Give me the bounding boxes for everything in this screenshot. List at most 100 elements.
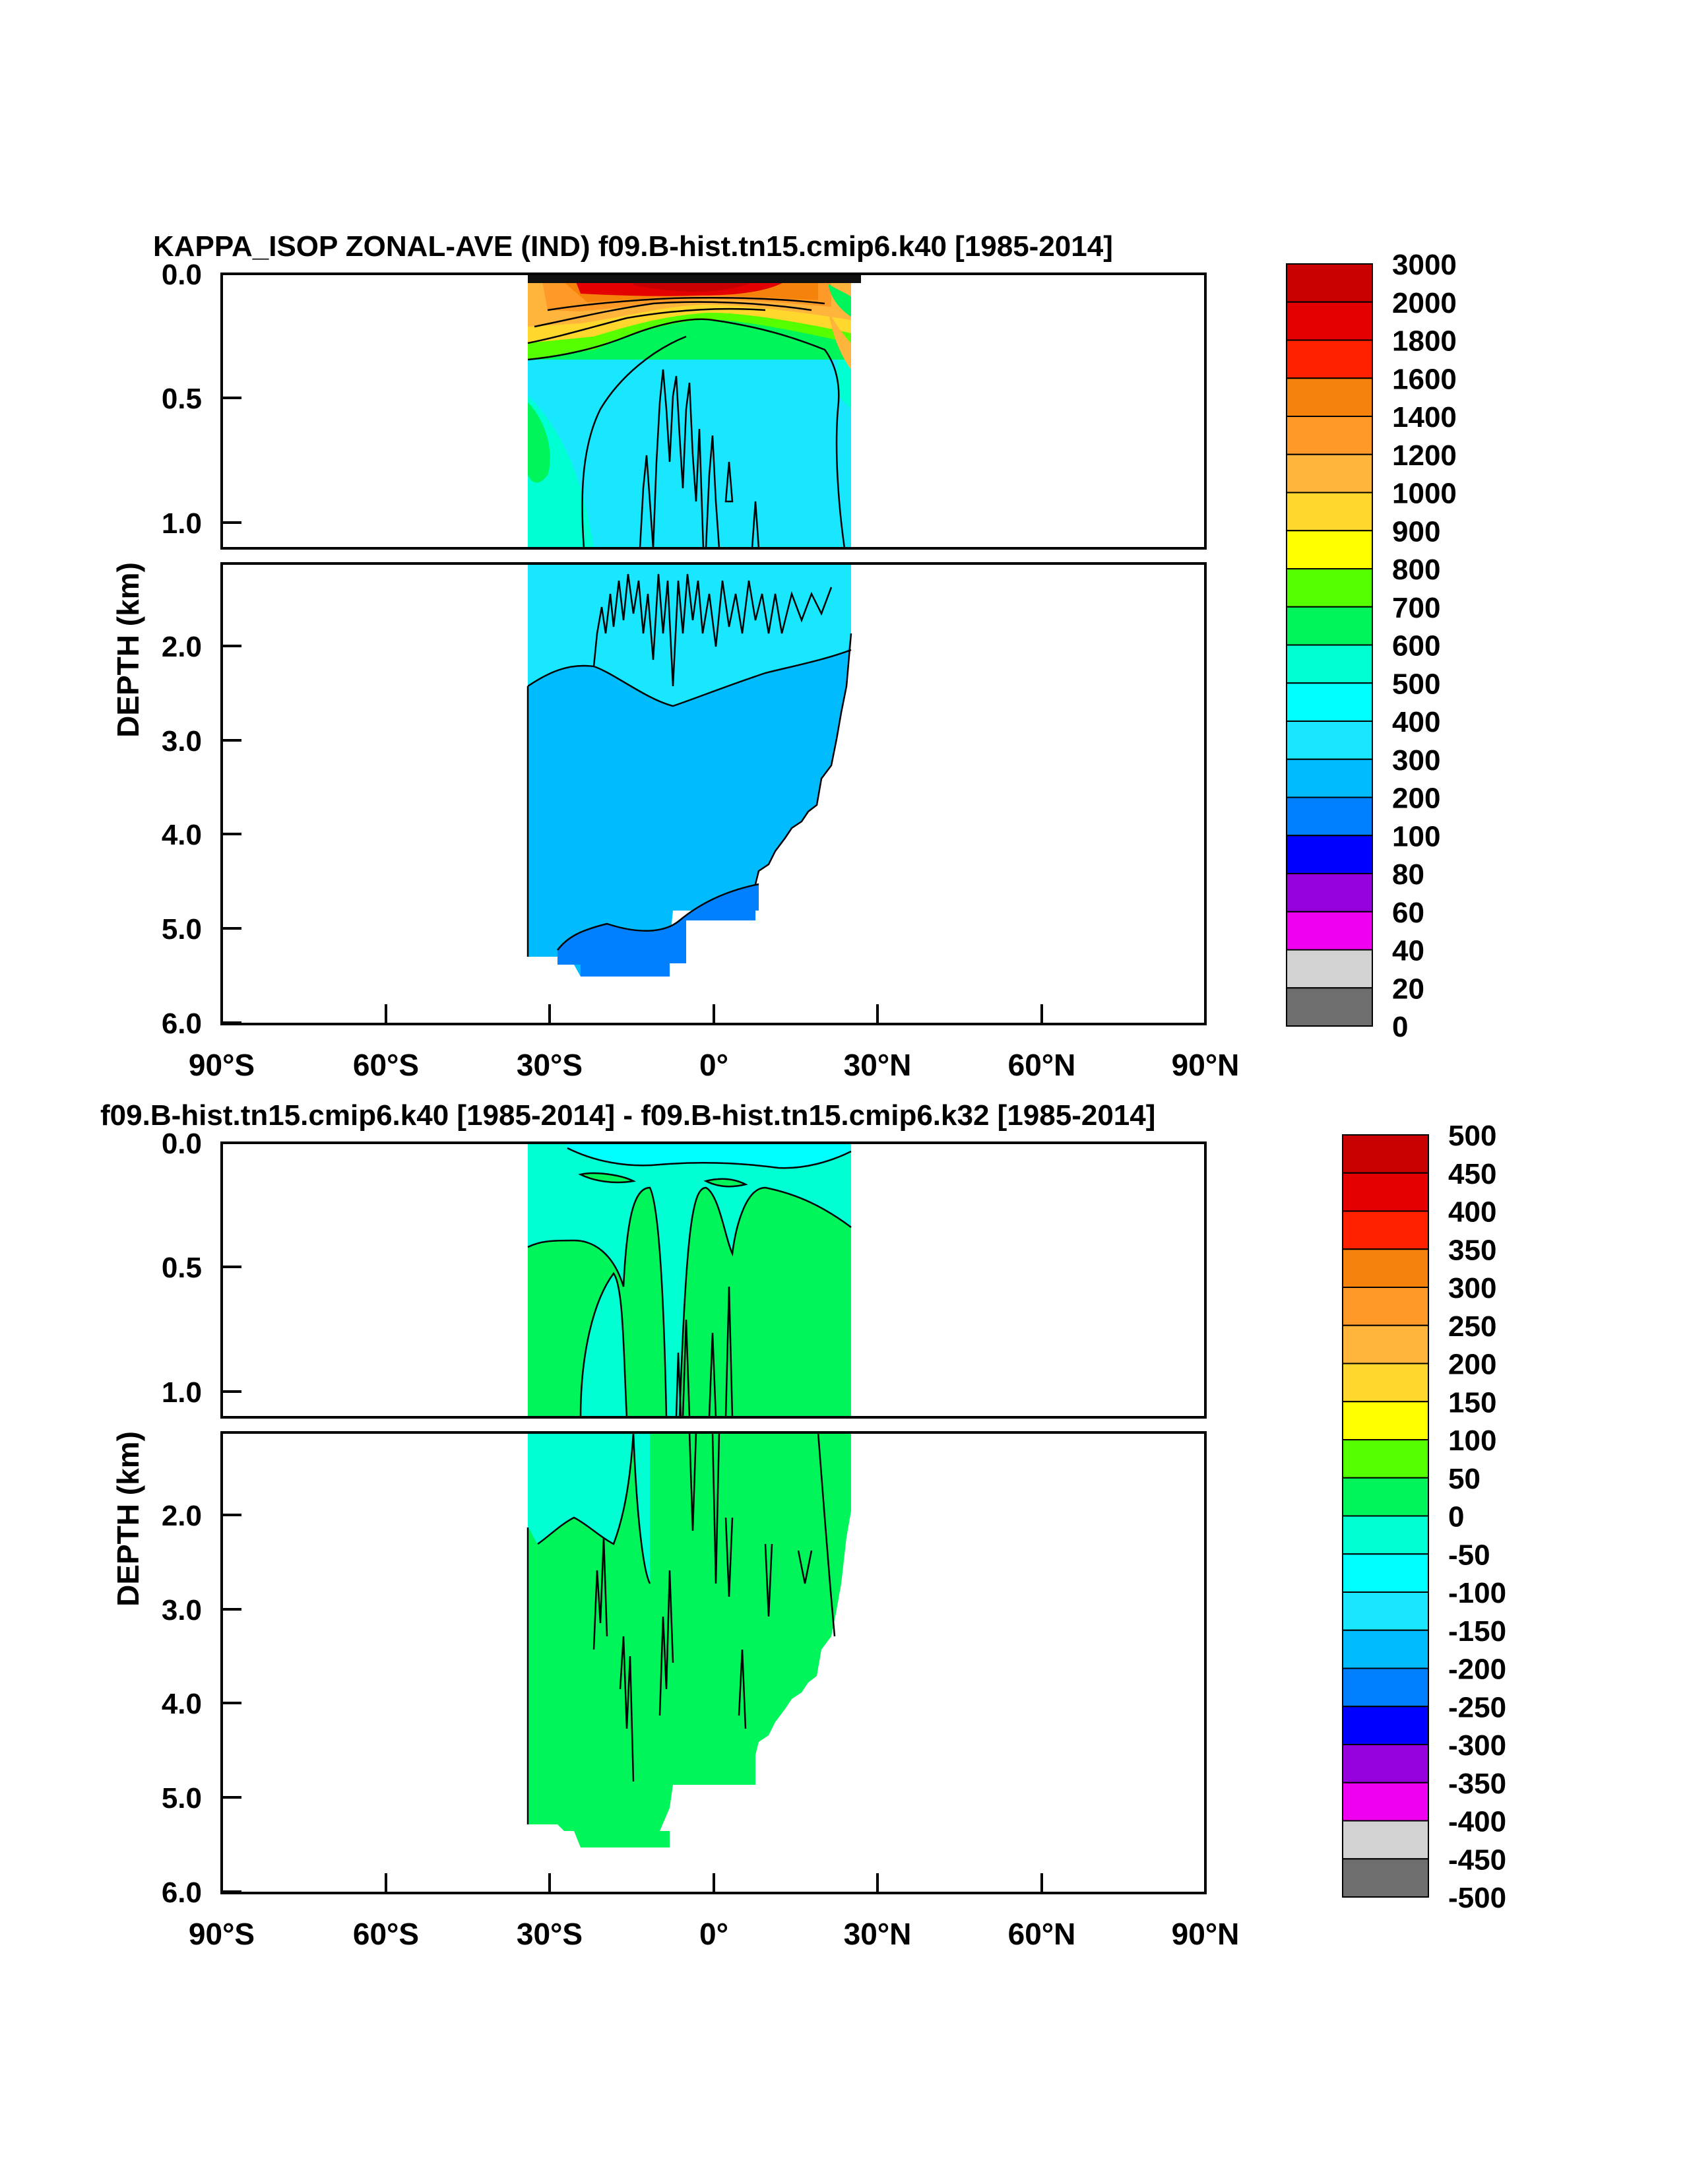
colorbar-swatch bbox=[1342, 1172, 1429, 1212]
colorbar-swatch bbox=[1286, 911, 1373, 951]
x-tick-label: 30°S bbox=[517, 1917, 583, 1951]
colorbar-swatch bbox=[1342, 1591, 1429, 1631]
colorbar-swatch bbox=[1342, 1324, 1429, 1365]
plot-1-kappa-isop: KAPPA_ISOP ZONAL-AVE (IND) f09.B-hist.tn… bbox=[111, 230, 1457, 1082]
colorbar-level-label: 1400 bbox=[1392, 401, 1457, 434]
colorbar-swatch bbox=[1342, 1744, 1429, 1783]
colorbar-swatch bbox=[1342, 1401, 1429, 1440]
colorbar-level-label: 300 bbox=[1392, 744, 1440, 777]
region-negative-west bbox=[528, 1432, 633, 1544]
region-negative-channel bbox=[633, 1432, 650, 1584]
colorbar-level-label: 0 bbox=[1392, 1011, 1408, 1043]
region-west-edge bbox=[528, 402, 550, 483]
colorbar-level-label: -400 bbox=[1448, 1806, 1506, 1838]
x-tick-label: 60°N bbox=[1008, 1048, 1076, 1082]
colorbar-level-label: 2000 bbox=[1392, 287, 1457, 319]
contour-spikes bbox=[652, 369, 705, 548]
x-tick-label: 0° bbox=[699, 1048, 728, 1082]
colorbar-level-label: -100 bbox=[1448, 1577, 1506, 1609]
contour-spikes bbox=[639, 435, 760, 548]
colorbar-swatch bbox=[1286, 263, 1373, 303]
contour-line bbox=[579, 1271, 628, 1417]
colorbar-swatch bbox=[1342, 1782, 1429, 1822]
colorbar-swatch bbox=[1286, 758, 1373, 798]
region-east-surface-green bbox=[828, 284, 851, 317]
colorbar-swatch bbox=[1286, 339, 1373, 379]
colorbar-level-label: -500 bbox=[1448, 1882, 1506, 1914]
colorbar-swatch bbox=[1286, 949, 1373, 989]
x-tick-label: 60°N bbox=[1008, 1917, 1076, 1951]
plot-1-upper-frame bbox=[220, 273, 1207, 550]
x-tick-label: 90°S bbox=[189, 1048, 255, 1082]
colorbar-level-label: 1800 bbox=[1392, 325, 1457, 358]
plot-1-lower-contours bbox=[526, 563, 852, 977]
contour-line bbox=[567, 1147, 852, 1169]
colorbar-swatch bbox=[1286, 416, 1373, 455]
plot-2-upper-contours bbox=[527, 1143, 852, 1417]
colorbar-swatch bbox=[1342, 1134, 1429, 1174]
plot-2-y-ticks bbox=[222, 1141, 241, 1893]
x-tick-label: 90°S bbox=[189, 1917, 255, 1951]
x-tick-label: 0° bbox=[699, 1917, 728, 1951]
colorbar-swatch bbox=[1286, 453, 1373, 494]
x-tick-label: 90°N bbox=[1172, 1917, 1240, 1951]
contour-line bbox=[581, 335, 687, 548]
contour-spikes bbox=[592, 1432, 836, 1782]
colorbar-swatch bbox=[1286, 377, 1373, 417]
colorbar-swatch bbox=[1342, 1553, 1429, 1593]
contour-line bbox=[527, 649, 852, 707]
region-negative-surface-strong bbox=[567, 1143, 851, 1169]
colorbar-level-label: 0 bbox=[1448, 1501, 1464, 1533]
colorbar-swatch bbox=[1286, 721, 1373, 760]
colorbar-swatch bbox=[1342, 1706, 1429, 1745]
contour-spikes bbox=[675, 1286, 734, 1417]
plot-2-y-tick-labels: 0.0 0.5 1.0 2.0 3.0 4.0 5.0 6.0 bbox=[162, 1128, 202, 1909]
colorbar-swatch bbox=[1342, 1248, 1429, 1288]
colorbar-level-label: 450 bbox=[1448, 1158, 1496, 1190]
colorbar-swatch bbox=[1286, 835, 1373, 874]
colorbar-level-label: 500 bbox=[1392, 668, 1440, 700]
plot-1-colorbar: 3000200018001600140012001000900800700600… bbox=[1286, 249, 1457, 1043]
colorbar-swatch bbox=[1342, 1820, 1429, 1860]
colorbar-swatch bbox=[1286, 568, 1373, 608]
colorbar-swatch bbox=[1286, 606, 1373, 646]
colorbar-level-label: 50 bbox=[1448, 1463, 1481, 1495]
x-tick-label: 60°S bbox=[353, 1917, 419, 1951]
y-tick-label: 1.0 bbox=[162, 1376, 202, 1409]
colorbar-level-label: -150 bbox=[1448, 1615, 1506, 1648]
region-surface-band-8 bbox=[633, 280, 759, 292]
plot-2-title: f09.B-hist.tn15.cmip6.k40 [1985-2014] - … bbox=[100, 1099, 1155, 1132]
contour-line bbox=[578, 1172, 748, 1188]
y-tick-label: 5.0 bbox=[162, 913, 202, 946]
colorbar-level-label: 500 bbox=[1448, 1120, 1496, 1152]
plot-1-y-tick-labels: 0.0 0.5 1.0 2.0 3.0 4.0 5.0 6.0 bbox=[162, 259, 202, 1040]
colorbar-level-label: 1000 bbox=[1392, 478, 1457, 510]
colorbar-swatch bbox=[1286, 796, 1373, 837]
plot-1-upper-contours bbox=[527, 274, 861, 548]
plot-1-x-ticks bbox=[385, 1004, 1043, 1024]
colorbar-level-label: 300 bbox=[1448, 1272, 1496, 1304]
y-tick-label: 6.0 bbox=[162, 1008, 202, 1040]
contour-line bbox=[537, 1432, 651, 1584]
plot-1-y-axis-label: DEPTH (km) bbox=[111, 562, 145, 738]
region-surface-black bbox=[528, 274, 861, 283]
plot-2-upper-frame bbox=[220, 1141, 1207, 1419]
y-tick-label: 5.0 bbox=[162, 1782, 202, 1815]
colorbar-level-label: 1600 bbox=[1392, 363, 1457, 395]
x-tick-label: 60°S bbox=[353, 1048, 419, 1082]
plot-2-x-ticks bbox=[385, 1873, 1043, 1893]
colorbar-level-label: 400 bbox=[1392, 706, 1440, 738]
colorbar-level-label: 1200 bbox=[1392, 439, 1457, 472]
colorbar-level-label: 100 bbox=[1392, 820, 1440, 852]
x-tick-label: 90°N bbox=[1172, 1048, 1240, 1082]
colorbar-swatch bbox=[1286, 492, 1373, 532]
colorbar-level-label: 100 bbox=[1448, 1425, 1496, 1457]
colorbar-level-label: 20 bbox=[1392, 973, 1424, 1005]
colorbar-level-label: -300 bbox=[1448, 1729, 1506, 1762]
plot-2-x-tick-labels: 90°S 60°S 30°S 0° 30°N 60°N 90°N bbox=[189, 1917, 1240, 1951]
contour-line bbox=[527, 1186, 852, 1417]
colorbar-level-label: 400 bbox=[1448, 1196, 1496, 1229]
colorbar-level-label: 250 bbox=[1448, 1310, 1496, 1343]
y-tick-label: 0.0 bbox=[162, 259, 202, 291]
colorbar-level-label: 600 bbox=[1392, 630, 1440, 662]
